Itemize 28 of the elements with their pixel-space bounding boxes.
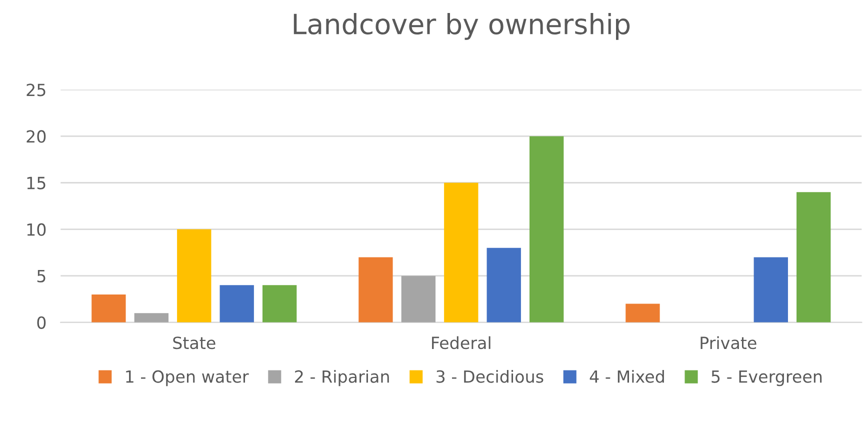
legend-label: 5 - Evergreen: [712, 370, 822, 386]
bar: [486, 248, 521, 322]
x-tick-label: State: [173, 336, 216, 350]
legend-label: 4 - Mixed: [590, 370, 664, 383]
bar: [796, 192, 831, 322]
x-tick-label: Private: [700, 336, 756, 350]
y-tick-label: 25: [26, 84, 46, 96]
chart-title: Landcover by ownership: [294, 13, 630, 40]
bar: [626, 304, 660, 322]
y-tick-label: 15: [27, 176, 46, 190]
bar: [444, 182, 478, 322]
legend-label: 1 - Open water: [126, 370, 249, 386]
y-tick-label: 0: [37, 316, 46, 329]
legend-label: 2 - Riparian: [295, 370, 389, 386]
y-tick-label: 20: [26, 130, 46, 143]
bar: [358, 257, 393, 322]
bar: [401, 276, 436, 322]
y-tick-label: 5: [37, 270, 46, 282]
bar: [530, 136, 564, 322]
bar: [177, 229, 212, 322]
legend-label: 3 - Decidious: [436, 370, 544, 383]
bar: [220, 285, 254, 322]
x-tick-label: Federal: [432, 336, 490, 350]
bar: [262, 285, 297, 322]
bar: [754, 257, 788, 322]
y-tick-label: 10: [27, 223, 46, 236]
bar: [92, 294, 126, 322]
bar: [134, 313, 168, 322]
